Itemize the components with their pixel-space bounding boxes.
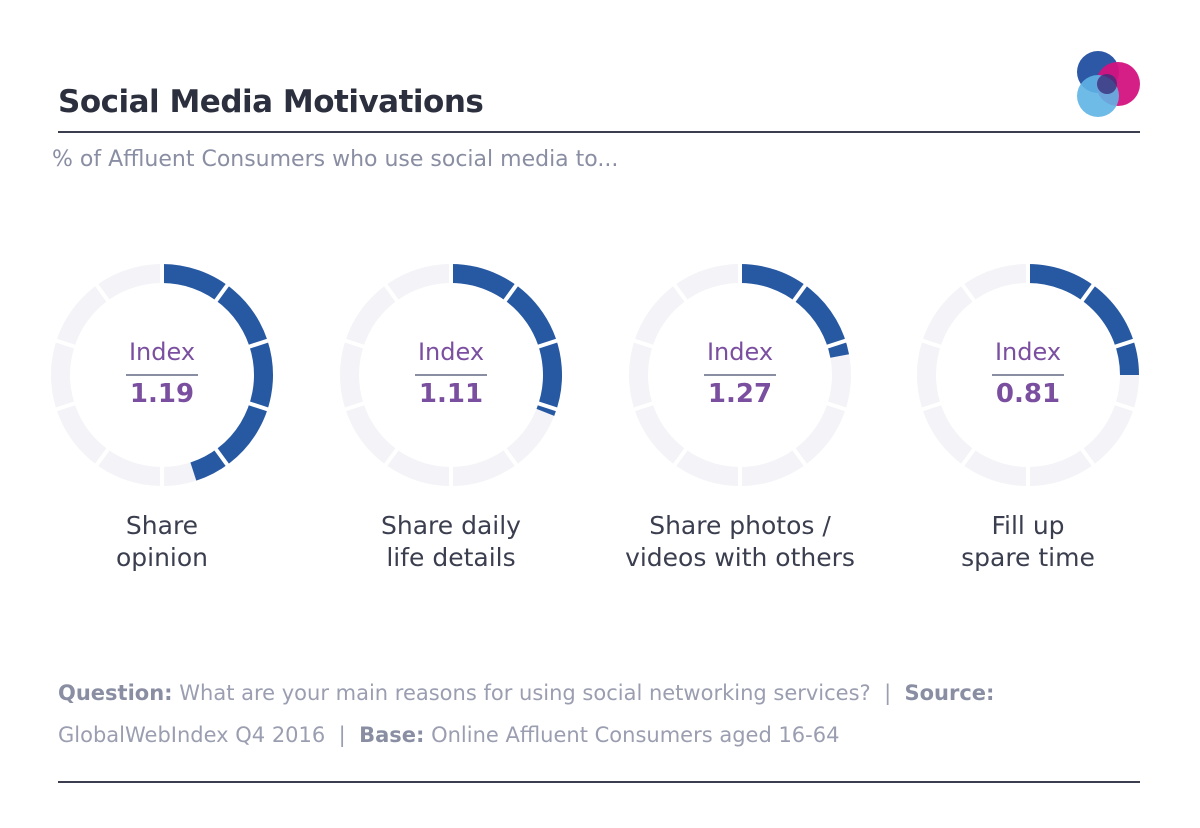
index-value: 1.27	[707, 379, 773, 409]
category-label-line: life details	[386, 543, 516, 572]
index-label: Index	[994, 338, 1062, 366]
title-divider	[58, 131, 1140, 133]
segment-gap	[960, 283, 977, 303]
donut-value-arc	[450, 264, 562, 416]
question-label: Question:	[58, 681, 173, 705]
segment-gap	[502, 283, 519, 303]
segment-gap	[1113, 338, 1136, 349]
segment-gap	[920, 401, 943, 412]
segment-gap	[213, 283, 230, 303]
segment-gap	[247, 401, 270, 412]
footnote: Question: What are your main reasons for…	[58, 672, 1148, 756]
brand-logo-icon	[1077, 51, 1140, 117]
donut-value-arc	[1027, 264, 1139, 376]
separator: |	[884, 681, 892, 705]
segment-gap	[213, 447, 230, 467]
category-label: Fill up spare time	[898, 510, 1158, 574]
segment-gap	[54, 338, 77, 349]
source-text: GlobalWebIndex Q4 2016	[58, 723, 326, 747]
segment-gap	[247, 338, 270, 349]
segment-gap	[672, 283, 689, 303]
segment-gap	[632, 338, 655, 349]
category-label: Share daily life details	[321, 510, 581, 574]
index-value: 1.11	[418, 379, 484, 409]
index-divider	[415, 374, 487, 376]
segment-gap	[536, 338, 559, 349]
category-label: Share opinion	[32, 510, 292, 574]
segment-gap	[502, 447, 519, 467]
donut-1	[51, 263, 273, 487]
base-label: Base:	[359, 723, 425, 747]
segment-gap	[536, 401, 559, 412]
index-divider	[992, 374, 1064, 376]
segment-gap	[1079, 447, 1096, 467]
segment-gap	[825, 338, 848, 349]
segment-gap	[960, 447, 977, 467]
index-label: Index	[417, 338, 485, 366]
category-label-line: Share photos /	[649, 511, 831, 540]
category-label: Share photos / videos with others	[610, 510, 870, 574]
donut-2	[340, 263, 562, 487]
segment-gap	[825, 401, 848, 412]
segment-gap	[343, 338, 366, 349]
index-label: Index	[128, 338, 196, 366]
index-value: 1.19	[129, 379, 195, 409]
segment-gap	[383, 447, 400, 467]
segment-gap	[920, 338, 943, 349]
category-label-line: spare time	[961, 543, 1095, 572]
segment-gap	[791, 283, 808, 303]
segment-gap	[672, 447, 689, 467]
segment-gap	[343, 401, 366, 412]
segment-gap	[383, 283, 400, 303]
index-label: Index	[706, 338, 774, 366]
base-text: Online Affluent Consumers aged 16-64	[431, 723, 840, 747]
index-divider	[704, 374, 776, 376]
donut-3	[629, 263, 851, 487]
index-value: 0.81	[995, 379, 1061, 409]
category-label-line: opinion	[115, 543, 209, 572]
question-text: What are your main reasons for using soc…	[179, 681, 871, 705]
segment-gap	[1079, 283, 1096, 303]
category-label-line: videos with others	[625, 543, 855, 572]
donut-4	[917, 263, 1139, 487]
footer-divider	[58, 781, 1140, 783]
separator: |	[338, 723, 346, 747]
category-label-line: Share	[125, 511, 199, 540]
segment-gap	[632, 401, 655, 412]
category-label-line: Share daily	[381, 511, 521, 540]
category-label-line: Fill up	[991, 511, 1065, 540]
donut-value-arc	[739, 264, 850, 359]
segment-gap	[94, 283, 111, 303]
segment-gap	[1113, 401, 1136, 412]
donut-value-arc	[161, 264, 273, 481]
source-label: Source:	[904, 681, 995, 705]
index-divider	[126, 374, 198, 376]
segment-gap	[791, 447, 808, 467]
segment-gap	[94, 447, 111, 467]
chart-subtitle: % of Affluent Consumers who use social m…	[52, 147, 619, 172]
segment-gap	[54, 401, 77, 412]
chart-title: Social Media Motivations	[58, 84, 484, 120]
